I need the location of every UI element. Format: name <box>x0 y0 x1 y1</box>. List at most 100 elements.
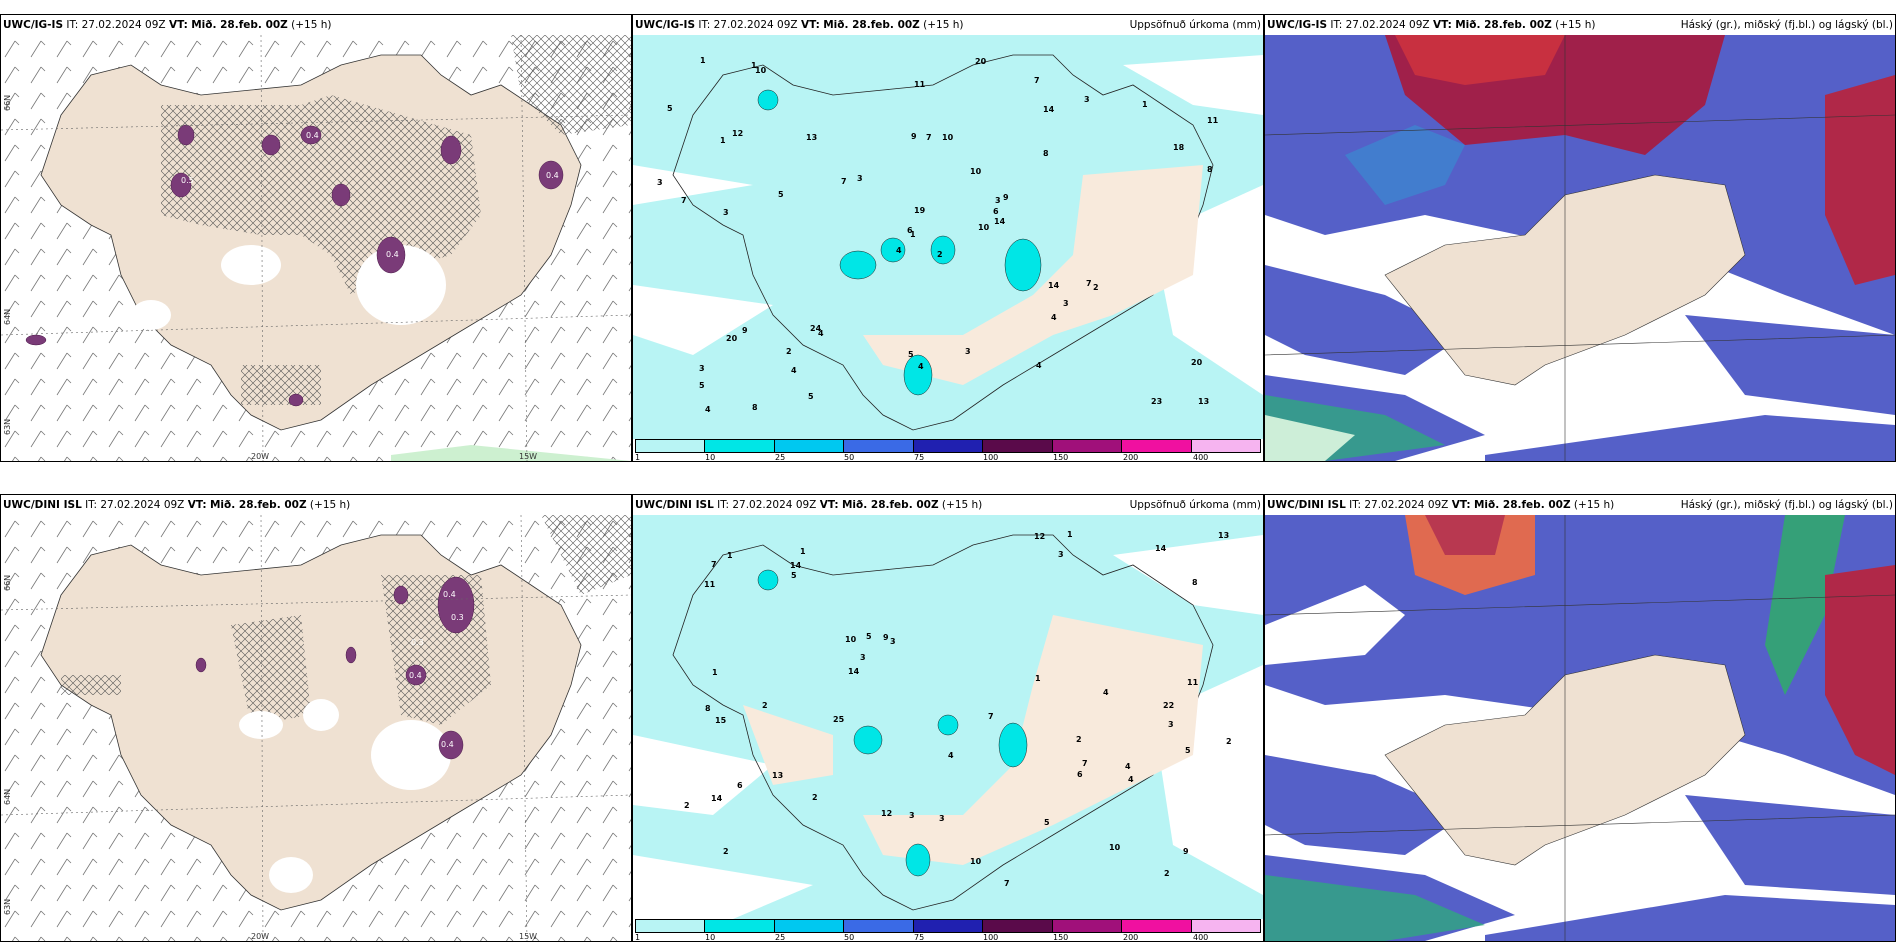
precip-value-label: 14 <box>711 794 723 803</box>
colorbar-cell <box>705 440 775 452</box>
lon-label-left: 20W <box>251 932 270 941</box>
precip-value-label: 1 <box>720 136 726 145</box>
precip-value-label: 20 <box>726 334 738 343</box>
precip-value-label: 5 <box>699 381 705 390</box>
valid-time-label: VT: <box>1451 499 1471 511</box>
valid-time-label: VT: <box>168 19 188 31</box>
precip-value-label: 1 <box>1067 530 1073 539</box>
colorbar-cell <box>1122 920 1192 932</box>
colorbar-cell <box>774 920 845 932</box>
cloud-title: Háský (gr.), miðský (fj.bl.) og lágský (… <box>1680 19 1893 31</box>
precip-value-label: 6 <box>737 781 743 790</box>
init-time: IT: 27.02.2024 09Z <box>698 19 798 31</box>
precip-value-label: 10 <box>942 133 954 142</box>
precip-value-label: 19 <box>914 206 926 215</box>
colorbar-cell <box>1052 440 1123 452</box>
panel-header: UWC/DINI ISL IT: 27.02.2024 09Z VT: Mið.… <box>1 495 631 515</box>
colorbar-cell <box>844 440 914 452</box>
colorbar-cell <box>1052 920 1123 932</box>
precip-value-label: 22 <box>1163 701 1174 710</box>
precip-value-label: 1 <box>751 61 757 70</box>
precip-value-label: 6 <box>907 226 913 235</box>
colorbar-tick: 1 <box>635 453 641 462</box>
precip-value-label: 9 <box>1003 193 1009 202</box>
precip-value-label: 8 <box>1207 165 1213 174</box>
colorbar-tick: 10 <box>705 933 716 942</box>
precip-value-label: 20 <box>1191 358 1203 367</box>
colorbar-cells <box>635 919 1261 933</box>
precip-value-label: 13 <box>1218 531 1229 540</box>
precip-value-label: 4 <box>1128 775 1134 784</box>
colorbar-tick: 10 <box>705 453 716 462</box>
svg-text:0.4: 0.4 <box>443 590 456 599</box>
precip-value-label: 2 <box>812 793 818 802</box>
precip-value-label: 4 <box>1125 762 1131 771</box>
precip-value-label: 15 <box>715 716 727 725</box>
model-name: UWC/IG-IS <box>635 19 696 31</box>
svg-text:0.4: 0.4 <box>409 671 422 680</box>
lat-label-bottom: 63N <box>3 898 12 915</box>
map-precip-type: 0.4 0.3 0.4 0.3 0.4 <box>1 515 631 941</box>
valid-time-label: VT: <box>187 499 207 511</box>
precip-value-label: 11 <box>914 80 926 89</box>
precip-value-label: 7 <box>711 560 717 569</box>
svg-text:0.4: 0.4 <box>306 131 319 140</box>
precip-value-label: 2 <box>937 250 943 259</box>
svg-text:0.5: 0.5 <box>416 278 429 287</box>
precip-value-label: 14 <box>848 667 860 676</box>
model-name: UWC/IG-IS <box>1267 19 1328 31</box>
precip-value-label: 2 <box>762 701 768 710</box>
colorbar-tick: 150 <box>1053 453 1069 462</box>
valid-time: Mið. 28.feb. 00Z <box>823 19 920 31</box>
precip-value-label: 25 <box>833 715 845 724</box>
precip-value-label: 14 <box>1155 544 1167 553</box>
init-time: IT: 27.02.2024 09Z <box>717 499 817 511</box>
precip-value-label: 6 <box>1077 770 1083 779</box>
panel-cloud-row1: UWC/IG-IS IT: 27.02.2024 09Z VT: Mið. 28… <box>1264 14 1896 462</box>
panel-accum-precip-row2: UWC/DINI ISL IT: 27.02.2024 09Z VT: Mið.… <box>632 494 1264 942</box>
precip-value-label: 11 <box>704 580 716 589</box>
precip-value-label: 5 <box>908 350 914 359</box>
precip-value-label: 12 <box>881 809 892 818</box>
precip-value-label: 3 <box>1084 95 1090 104</box>
precip-value-label: 3 <box>1063 299 1069 308</box>
valid-time-label: VT: <box>819 499 839 511</box>
precip-value-label: 4 <box>896 246 902 255</box>
precip-value-label: 3 <box>860 653 866 662</box>
lead-time: (+15 h) <box>941 499 983 511</box>
precip-value-label: 8 <box>1043 149 1049 158</box>
precip-value-label: 4 <box>918 362 924 371</box>
precip-value-label: 2 <box>1164 869 1170 878</box>
precip-value-label: 2 <box>786 347 792 356</box>
colorbar: 1 10 25 50 75 100 150 200 400 <box>633 919 1263 941</box>
precip-value-label: 3 <box>965 347 971 356</box>
precip-value-label: 5 <box>808 392 814 401</box>
precip-value-label: 7 <box>988 712 994 721</box>
precip-value-label: 3 <box>890 637 896 646</box>
precip-value-label: 9 <box>911 132 917 141</box>
lat-label-mid: 64N <box>3 308 12 325</box>
precip-value-label: 10 <box>755 66 767 75</box>
precip-value-label: 7 <box>926 133 932 142</box>
precip-value-label: 1 <box>1035 674 1041 683</box>
lon-label-right: 15W <box>519 452 538 461</box>
svg-text:0.4: 0.4 <box>546 171 559 180</box>
colorbar-tick: 75 <box>914 453 925 462</box>
precip-value-label: 4 <box>791 366 797 375</box>
precip-value-label: 10 <box>845 635 857 644</box>
precip-value-label: 14 <box>1043 105 1055 114</box>
lon-label-right: 15W <box>519 932 538 941</box>
map-precip-type: 0.5 0.4 0.4 0.4 0.5 <box>1 35 631 461</box>
precip-value-label: 1 <box>727 551 733 560</box>
precip-value-label: 3 <box>699 364 705 373</box>
precip-value-label: 13 <box>806 133 817 142</box>
valid-time-label: VT: <box>1432 19 1452 31</box>
precip-value-label: 3 <box>1058 550 1064 559</box>
colorbar-tick: 25 <box>775 453 786 462</box>
precip-value-label: 18 <box>1173 143 1185 152</box>
precip-value-label: 2 <box>684 801 690 810</box>
colorbar-cell <box>636 920 706 932</box>
lat-label-top: 66N <box>3 94 12 111</box>
precip-value-label: 1 <box>1142 100 1148 109</box>
colorbar-cell <box>844 920 914 932</box>
